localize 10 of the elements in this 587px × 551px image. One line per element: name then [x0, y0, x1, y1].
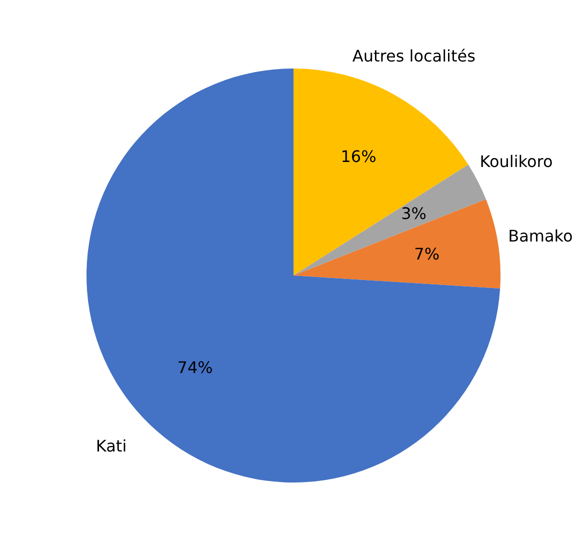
- data-label: 7%: [414, 244, 440, 264]
- slice-label: Autres localités: [352, 46, 476, 66]
- data-label: 3%: [401, 204, 426, 224]
- pie-slice: [294, 199, 500, 288]
- pie-slice: [294, 68, 468, 276]
- slice-label: Bamako: [508, 226, 573, 246]
- data-label: 74%: [177, 358, 213, 377]
- slice-label: Kati: [96, 436, 127, 456]
- slice-label: Koulikoro: [480, 152, 553, 171]
- data-label: 16%: [340, 147, 376, 166]
